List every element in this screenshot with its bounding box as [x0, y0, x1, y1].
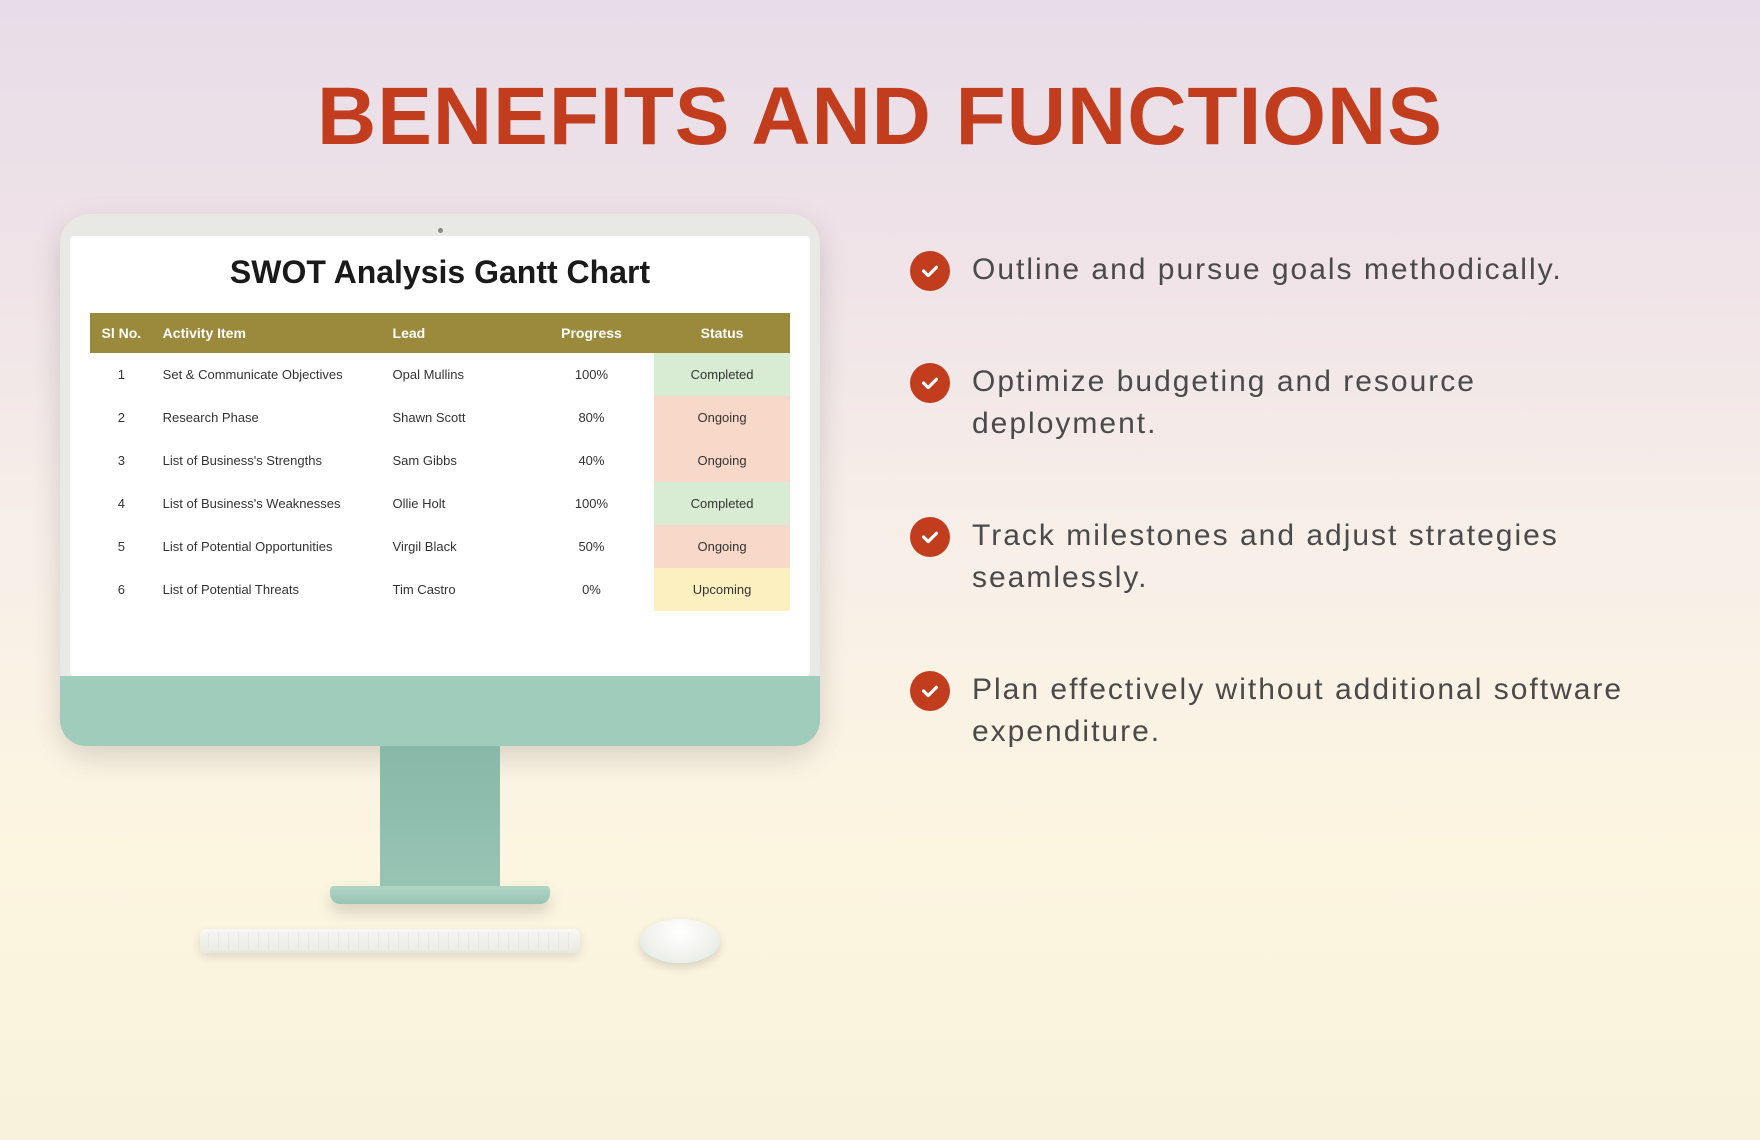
monitor-base — [330, 886, 550, 904]
cell-lead: Virgil Black — [383, 525, 529, 568]
content-row: SWOT Analysis Gantt Chart Sl No. Activit… — [0, 164, 1760, 963]
cell-lead: Ollie Holt — [383, 482, 529, 525]
check-icon — [910, 363, 950, 403]
benefit-text: Track milestones and adjust strategies s… — [972, 515, 1660, 599]
cell-slno: 3 — [90, 439, 153, 482]
cell-status: Ongoing — [654, 396, 790, 439]
cell-progress: 100% — [529, 482, 654, 525]
cell-status: Completed — [654, 353, 790, 396]
check-icon — [910, 671, 950, 711]
cell-activity: Research Phase — [153, 396, 383, 439]
cell-activity: Set & Communicate Objectives — [153, 353, 383, 396]
mouse-icon — [640, 919, 720, 963]
cell-slno: 1 — [90, 353, 153, 396]
monitor-mockup: SWOT Analysis Gantt Chart Sl No. Activit… — [60, 214, 820, 963]
cell-activity: List of Business's Weaknesses — [153, 482, 383, 525]
cell-slno: 2 — [90, 396, 153, 439]
col-header-status: Status — [654, 313, 790, 353]
cell-progress: 40% — [529, 439, 654, 482]
table-header-row: Sl No. Activity Item Lead Progress Statu… — [90, 313, 790, 353]
col-header-progress: Progress — [529, 313, 654, 353]
chart-title: SWOT Analysis Gantt Chart — [90, 254, 790, 291]
gantt-table: Sl No. Activity Item Lead Progress Statu… — [90, 313, 790, 611]
cell-lead: Opal Mullins — [383, 353, 529, 396]
peripherals — [60, 929, 820, 963]
cell-slno: 6 — [90, 568, 153, 611]
cell-progress: 80% — [529, 396, 654, 439]
monitor-chin — [60, 676, 820, 746]
col-header-activity: Activity Item — [153, 313, 383, 353]
cell-slno: 4 — [90, 482, 153, 525]
cell-activity: List of Potential Threats — [153, 568, 383, 611]
check-icon — [910, 251, 950, 291]
cell-status: Ongoing — [654, 439, 790, 482]
benefit-item: Outline and pursue goals methodically. — [910, 249, 1660, 291]
cell-status: Upcoming — [654, 568, 790, 611]
camera-icon — [438, 228, 443, 233]
cell-progress: 50% — [529, 525, 654, 568]
col-header-lead: Lead — [383, 313, 529, 353]
cell-lead: Sam Gibbs — [383, 439, 529, 482]
benefit-item: Optimize budgeting and resource deployme… — [910, 361, 1660, 445]
col-header-slno: Sl No. — [90, 313, 153, 353]
check-icon — [910, 517, 950, 557]
table-row: 4List of Business's WeaknessesOllie Holt… — [90, 482, 790, 525]
cell-status: Completed — [654, 482, 790, 525]
cell-progress: 100% — [529, 353, 654, 396]
benefit-item: Track milestones and adjust strategies s… — [910, 515, 1660, 599]
table-row: 6List of Potential ThreatsTim Castro0%Up… — [90, 568, 790, 611]
benefit-text: Optimize budgeting and resource deployme… — [972, 361, 1660, 445]
table-row: 5List of Potential OpportunitiesVirgil B… — [90, 525, 790, 568]
monitor-screen: SWOT Analysis Gantt Chart Sl No. Activit… — [70, 236, 810, 676]
monitor-stand — [380, 746, 500, 886]
cell-lead: Shawn Scott — [383, 396, 529, 439]
cell-activity: List of Business's Strengths — [153, 439, 383, 482]
monitor-frame: SWOT Analysis Gantt Chart Sl No. Activit… — [60, 214, 820, 746]
benefits-list: Outline and pursue goals methodically. Op… — [910, 214, 1700, 963]
table-row: 3List of Business's StrengthsSam Gibbs40… — [90, 439, 790, 482]
benefit-text: Plan effectively without additional soft… — [972, 669, 1660, 753]
keyboard-icon — [200, 929, 580, 953]
benefit-text: Outline and pursue goals methodically. — [972, 249, 1563, 291]
page-title: BENEFITS AND FUNCTIONS — [0, 0, 1760, 164]
monitor-bezel-top — [70, 224, 810, 236]
table-row: 1Set & Communicate ObjectivesOpal Mullin… — [90, 353, 790, 396]
cell-progress: 0% — [529, 568, 654, 611]
table-row: 2Research PhaseShawn Scott80%Ongoing — [90, 396, 790, 439]
cell-activity: List of Potential Opportunities — [153, 525, 383, 568]
cell-slno: 5 — [90, 525, 153, 568]
cell-status: Ongoing — [654, 525, 790, 568]
cell-lead: Tim Castro — [383, 568, 529, 611]
benefit-item: Plan effectively without additional soft… — [910, 669, 1660, 753]
